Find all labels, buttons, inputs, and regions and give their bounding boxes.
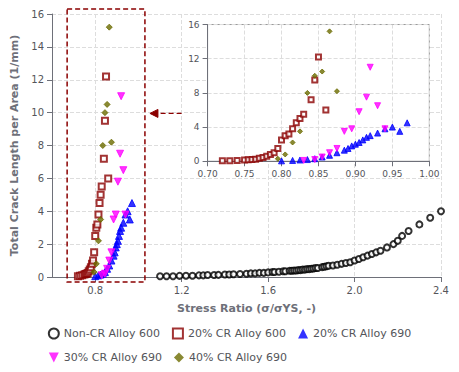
svg-text:8: 8 [194,88,200,98]
svg-text:14: 14 [31,41,44,52]
svg-text:2: 2 [38,239,44,250]
svg-text:Stress Ratio (σ/σYS, -): Stress Ratio (σ/σYS, -) [177,302,316,315]
svg-text:6: 6 [38,173,44,184]
svg-text:0.90: 0.90 [345,169,365,179]
svg-text:12: 12 [188,54,199,64]
svg-text:0.80: 0.80 [271,169,291,179]
svg-text:20% CR Alloy 690: 20% CR Alloy 690 [313,327,411,340]
svg-text:0: 0 [194,156,200,166]
svg-text:16: 16 [188,20,200,30]
svg-text:12: 12 [31,74,44,85]
svg-text:1.00: 1.00 [419,169,439,179]
svg-text:0.95: 0.95 [382,169,402,179]
svg-text:20% CR Alloy 600: 20% CR Alloy 600 [188,327,286,340]
svg-text:8: 8 [38,140,44,151]
svg-text:4: 4 [38,206,44,217]
svg-text:2.0: 2.0 [347,285,363,296]
svg-text:30% CR Alloy 690: 30% CR Alloy 690 [64,351,162,364]
svg-text:16: 16 [31,9,44,20]
svg-text:Non-CR Alloy 600: Non-CR Alloy 600 [64,327,160,340]
svg-text:0.85: 0.85 [308,169,328,179]
svg-text:2.4: 2.4 [433,285,449,296]
svg-text:0: 0 [38,272,44,283]
svg-text:0.8: 0.8 [87,285,103,296]
svg-text:0.70: 0.70 [198,169,218,179]
svg-text:4: 4 [194,122,200,132]
svg-text:1.6: 1.6 [260,285,276,296]
svg-text:40% CR Alloy 690: 40% CR Alloy 690 [189,351,287,364]
svg-text:1.2: 1.2 [174,285,190,296]
svg-text:10: 10 [31,107,44,118]
svg-text:Total Crack Length per Area (1: Total Crack Length per Area (1/mm) [8,35,21,256]
svg-text:0.75: 0.75 [235,169,255,179]
